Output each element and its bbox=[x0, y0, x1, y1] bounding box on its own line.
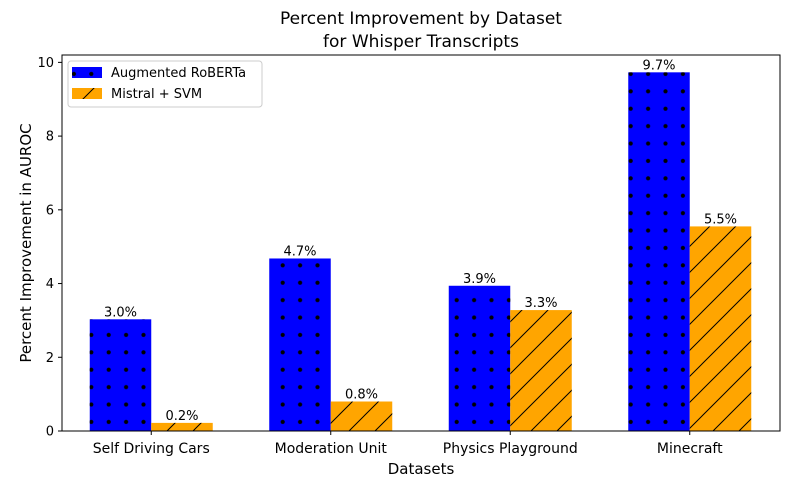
bar-mistral-svm-moderation-unit-hatch bbox=[330, 401, 393, 431]
x-tick-label-physics-playground: Physics Playground bbox=[443, 441, 578, 457]
legend-label-roberta: Augmented RoBERTa bbox=[111, 66, 246, 81]
y-tick-label: 8 bbox=[46, 130, 54, 145]
y-tick-label: 4 bbox=[46, 277, 54, 292]
data-label-augmented-roberta-moderation-unit: 4.7% bbox=[283, 244, 316, 259]
data-label-mistral-svm-self-driving-cars: 0.2% bbox=[165, 409, 198, 424]
axes-frame bbox=[61, 54, 781, 432]
legend-box bbox=[67, 60, 263, 108]
legend-swatch-mistral-hatch bbox=[72, 88, 102, 99]
x-tick-label-moderation-unit: Moderation Unit bbox=[275, 441, 388, 457]
bar-augmented-roberta-moderation-unit-hatch bbox=[269, 258, 331, 431]
data-label-augmented-roberta-self-driving-cars: 3.0% bbox=[104, 305, 137, 320]
y-tick-label: 10 bbox=[37, 56, 54, 71]
x-axis-label: Datasets bbox=[388, 460, 455, 478]
bar-augmented-roberta-self-driving-cars-hatch bbox=[89, 319, 152, 431]
bar-mistral-svm-physics-playground-hatch bbox=[510, 310, 572, 431]
chart-title: Percent Improvement by Dataset bbox=[280, 9, 562, 29]
bar-mistral-svm-minecraft-hatch bbox=[689, 226, 752, 431]
bar-mistral-svm-self-driving-cars-hatch bbox=[151, 422, 213, 431]
bar-augmented-roberta-physics-playground-hatch bbox=[448, 285, 511, 431]
data-label-mistral-svm-moderation-unit: 0.8% bbox=[345, 388, 378, 403]
data-label-augmented-roberta-physics-playground: 3.9% bbox=[463, 272, 496, 287]
y-tick-label: 2 bbox=[46, 351, 54, 366]
legend: Augmented RoBERTa Mistral + SVM bbox=[67, 60, 263, 108]
chart-subtitle: for Whisper Transcripts bbox=[323, 32, 519, 52]
data-label-mistral-svm-minecraft: 5.5% bbox=[704, 212, 737, 227]
bar-augmented-roberta-minecraft-hatch bbox=[628, 72, 690, 431]
y-tick-label: 6 bbox=[46, 203, 54, 218]
legend-swatch-roberta-hatch bbox=[72, 67, 102, 78]
x-tick-label-self-driving-cars: Self Driving Cars bbox=[93, 441, 210, 457]
legend-label-mistral: Mistral + SVM bbox=[111, 87, 202, 102]
y-tick-label: 0 bbox=[46, 425, 54, 440]
data-label-mistral-svm-physics-playground: 3.3% bbox=[524, 296, 557, 311]
y-axis-label: Percent Improvement in AUROC bbox=[17, 123, 35, 362]
data-label-augmented-roberta-minecraft: 9.7% bbox=[642, 58, 675, 73]
x-tick-label-minecraft: Minecraft bbox=[657, 441, 723, 457]
